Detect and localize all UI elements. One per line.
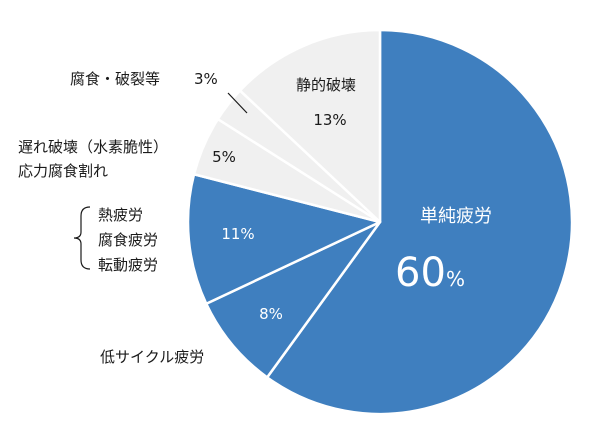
pie-slice-static-fracture: [238, 28, 382, 224]
pie-slice-simple-fatigue: [265, 28, 574, 416]
slice-label-simple-fatigue: 単純疲労: [420, 206, 492, 227]
slice-label-delayed-fracture-line1: 遅れ破壊（水素脆性）: [18, 138, 168, 156]
value-number: 60: [395, 250, 446, 296]
slice-label-thermal-fatigue: 熱疲労: [98, 206, 143, 224]
pie-slice-low-cycle-fatigue: [205, 220, 382, 379]
pie-slice-thermal-fatigue-group: [186, 173, 382, 305]
slice-value-low-cycle: 8%: [259, 305, 283, 323]
slice-value-simple-fatigue: 60%: [395, 250, 465, 296]
leader-line-corrosion-rupture: [227, 92, 248, 114]
slice-label-corrosion-rupture: 腐食・破裂等: [70, 70, 160, 88]
value-unit: %: [446, 267, 465, 291]
pie-slices: [186, 28, 574, 416]
slice-label-static-fracture: 静的破壊: [296, 76, 356, 94]
slice-label-rolling-fatigue: 転動疲労: [98, 256, 158, 274]
slice-value-static-fracture: 13%: [313, 111, 346, 129]
slice-label-corrosion-fatigue: 腐食疲労: [98, 231, 158, 249]
slice-value-thermal-group: 11%: [221, 225, 254, 243]
slice-label-delayed-fracture-line2: 応力腐食割れ: [18, 162, 108, 180]
brace-fatigue-group: [73, 206, 91, 270]
slice-value-delayed-fracture: 5%: [212, 148, 236, 166]
slice-value-corrosion-rupture: 3%: [194, 70, 218, 88]
slice-label-low-cycle: 低サイクル疲労: [100, 348, 204, 366]
